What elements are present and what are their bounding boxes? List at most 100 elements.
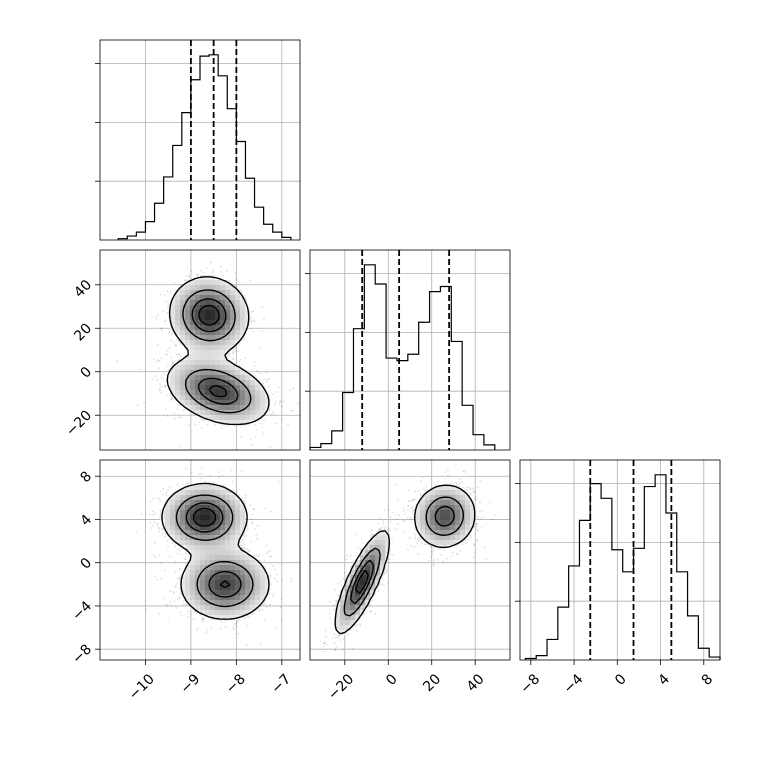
density-cell [215, 485, 221, 491]
density-cell [200, 280, 206, 286]
sample-point [277, 481, 280, 483]
density-cell [195, 390, 201, 396]
density-cell [250, 390, 256, 396]
sample-point [258, 372, 261, 374]
sample-point [253, 508, 255, 511]
sample-point [156, 379, 159, 381]
density-cell [250, 395, 256, 401]
sample-point [163, 597, 166, 600]
density-cell [190, 330, 196, 336]
density-cell [230, 295, 236, 301]
density-cell [215, 280, 221, 286]
sample-point [153, 521, 156, 524]
density-cell [230, 420, 236, 426]
density-cell [200, 380, 206, 386]
sample-point [165, 494, 168, 497]
density-cell [210, 320, 216, 326]
sample-point [136, 404, 139, 407]
density-cell [205, 355, 211, 361]
sample-point [234, 272, 237, 275]
density-cell [205, 340, 211, 346]
sample-point [198, 421, 201, 424]
density-cell [210, 400, 216, 406]
density-cell [245, 415, 251, 421]
density-cell [225, 395, 231, 401]
sample-point [230, 469, 233, 471]
sample-point [260, 642, 262, 645]
sample-point [187, 482, 190, 484]
sample-point [269, 446, 271, 449]
density-cell [235, 510, 241, 516]
sample-point [253, 365, 256, 368]
sample-point [281, 579, 284, 582]
sample-point [157, 359, 160, 362]
density-cell [215, 515, 221, 521]
sample-point [239, 358, 242, 361]
density-cell [175, 305, 181, 311]
density-cell [210, 340, 216, 346]
density-cell [220, 350, 226, 356]
panel-frame [519, 459, 721, 661]
density-cell [205, 490, 211, 496]
sample-point [214, 424, 216, 426]
density-cell [195, 285, 201, 291]
density-cell [195, 355, 201, 361]
density-cell [220, 360, 226, 366]
sample-point [168, 555, 171, 558]
sample-point [152, 524, 154, 527]
sample-point [158, 359, 161, 362]
sample-point [166, 350, 169, 353]
sample-point [209, 474, 212, 477]
sample-point [235, 278, 238, 281]
sample-point [241, 497, 244, 500]
sample-point [171, 331, 174, 334]
density-cell [250, 385, 256, 391]
sample-point [159, 500, 162, 503]
sample-point [177, 353, 180, 356]
density-cell [225, 365, 231, 371]
sample-point [152, 497, 155, 500]
density-cell [225, 300, 231, 306]
sample-point [255, 428, 258, 431]
sample-point [168, 331, 171, 333]
sample-point [170, 397, 173, 400]
density-cell [230, 310, 236, 316]
density-cell [190, 360, 196, 366]
sample-point [256, 524, 259, 527]
sample-point [190, 269, 193, 272]
sample-point [151, 378, 154, 381]
sample-point [271, 595, 274, 598]
sample-point [248, 549, 251, 552]
density-cell [225, 420, 231, 426]
sample-point [200, 477, 203, 480]
density-cell [235, 290, 241, 296]
sample-point [275, 573, 278, 576]
sample-point [206, 423, 209, 426]
sample-point [183, 599, 186, 602]
sample-point [179, 611, 182, 614]
density-cell [195, 350, 201, 356]
density-cell [210, 305, 216, 311]
density-cell [185, 485, 191, 491]
density-cell [170, 370, 176, 376]
sample-point [180, 614, 183, 617]
sample-point [140, 512, 143, 515]
density-cell [250, 380, 256, 386]
sample-point [232, 628, 235, 631]
density-cell [215, 340, 221, 346]
sample-point [251, 613, 254, 616]
joint-content [100, 460, 300, 660]
density-cell [215, 370, 221, 376]
density-cell [170, 385, 176, 391]
sample-point [172, 541, 174, 543]
sample-point [156, 497, 159, 500]
density-cell [200, 285, 206, 291]
sample-point [232, 351, 234, 354]
density-cell [195, 510, 201, 516]
density-cell [190, 500, 196, 506]
density-cell [185, 385, 191, 391]
sample-point [275, 626, 277, 629]
sample-point [275, 580, 278, 582]
sample-point [166, 354, 168, 356]
density-cell [185, 345, 191, 351]
